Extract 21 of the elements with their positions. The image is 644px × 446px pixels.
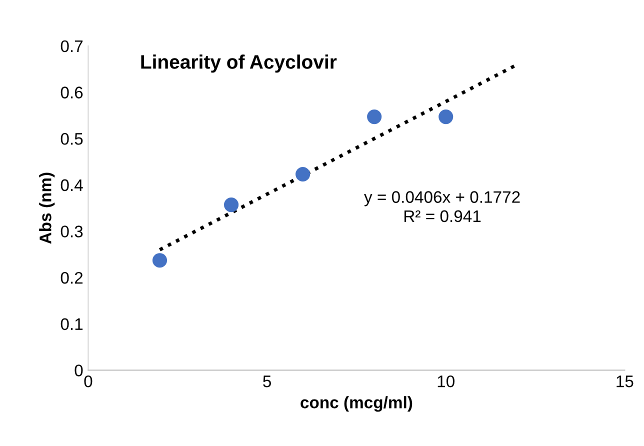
- y-tick-label: 0.1: [60, 318, 83, 330]
- y-tick-label: 0.4: [60, 179, 83, 192]
- x-tick-label: 15: [616, 376, 634, 388]
- y-tick-label: 0.5: [60, 132, 83, 145]
- x-tick-label: 10: [438, 375, 454, 388]
- chart-title: Linearity of Acyclovir: [141, 54, 337, 73]
- x-axis-title: conc (mcg/ml): [300, 396, 412, 412]
- point: [438, 110, 454, 124]
- point: [152, 253, 168, 268]
- x-tick-label: 5: [263, 376, 271, 388]
- point: [367, 110, 382, 124]
- y-tick-label: 0.7: [60, 40, 83, 52]
- y-tick-label: 0.6: [60, 86, 83, 98]
- point: [224, 198, 239, 212]
- x-tick-label: 0: [84, 375, 92, 388]
- y-tick-label: 0.3: [60, 226, 83, 238]
- annotation: y = 0.0406x + 0.1772 R² = 0.941: [364, 191, 520, 222]
- y-axis-title: Abs (nm): [39, 172, 55, 244]
- y-tick-label: 0: [74, 364, 83, 376]
- y-tick-label: 0.2: [60, 272, 83, 284]
- point: [296, 166, 310, 182]
